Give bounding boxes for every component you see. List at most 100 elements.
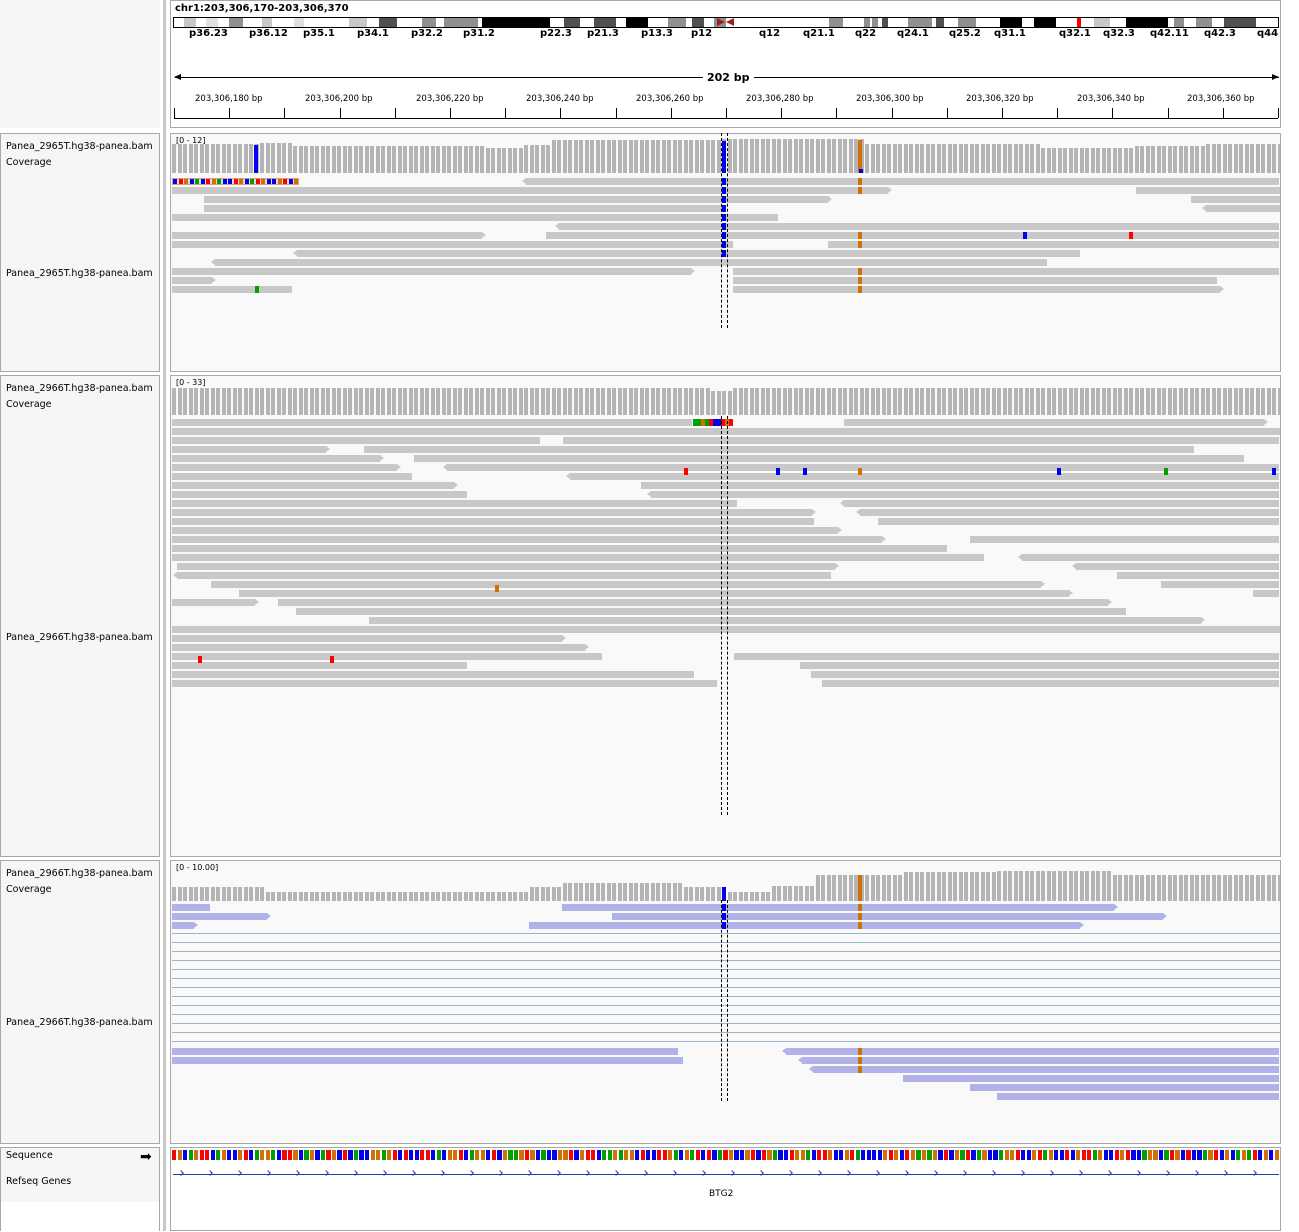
aligned-read[interactable] — [1018, 554, 1279, 561]
aligned-read[interactable] — [211, 259, 1047, 266]
aligned-read[interactable] — [172, 913, 271, 920]
aligned-read[interactable] — [364, 446, 1194, 453]
aligned-read[interactable] — [1253, 590, 1279, 597]
aligned-read[interactable] — [172, 922, 198, 929]
aligned-read[interactable] — [177, 563, 839, 570]
aligned-read[interactable] — [727, 232, 1279, 239]
coverage-track-label[interactable]: Panea_2966T.hg38-panea.bam Coverage — [6, 868, 153, 895]
read-mismatch[interactable] — [858, 277, 862, 284]
coverage-track[interactable] — [171, 871, 1280, 901]
aligned-read[interactable] — [204, 196, 832, 203]
aligned-read[interactable] — [970, 1084, 1279, 1091]
aligned-read[interactable] — [562, 904, 1118, 911]
aligned-read[interactable] — [647, 491, 1279, 498]
aligned-read[interactable] — [878, 518, 1279, 525]
aligned-read[interactable] — [296, 608, 1126, 615]
aligned-read[interactable] — [811, 671, 1279, 678]
paired-read-line[interactable] — [172, 978, 1280, 979]
read-mismatch[interactable] — [1164, 468, 1168, 475]
aligned-read[interactable] — [172, 482, 458, 489]
aligned-read[interactable] — [1117, 572, 1279, 579]
aligned-read[interactable] — [546, 232, 734, 239]
read-mismatch[interactable] — [722, 214, 726, 221]
paired-read-line[interactable] — [172, 987, 1280, 988]
read-mismatch[interactable] — [858, 1066, 862, 1073]
current-region-marker[interactable] — [1077, 18, 1081, 27]
read-mismatch[interactable] — [722, 913, 726, 920]
paired-read-line[interactable] — [172, 1005, 1280, 1006]
paired-read-line[interactable] — [172, 969, 1280, 970]
aligned-read[interactable] — [782, 1048, 1279, 1055]
track3-name-panel[interactable]: Panea_2966T.hg38-panea.bam Coverage Pane… — [0, 860, 160, 1144]
aligned-read[interactable] — [172, 473, 412, 480]
coverage-mismatch[interactable] — [858, 875, 862, 901]
aligned-read[interactable] — [172, 232, 486, 239]
aligned-read[interactable] — [172, 437, 540, 444]
aligned-read[interactable] — [172, 554, 984, 561]
read-mismatch[interactable] — [255, 286, 259, 293]
read-mismatch[interactable] — [858, 1048, 862, 1055]
track2-data-panel[interactable]: [0 - 33] — [170, 375, 1281, 857]
aligned-read[interactable] — [172, 491, 467, 498]
refseq-label[interactable]: Refseq Genes — [6, 1176, 72, 1187]
read-mismatch[interactable] — [1129, 232, 1133, 239]
track2-name-panel[interactable]: Panea_2966T.hg38-panea.bam Coverage Pane… — [0, 375, 160, 857]
coverage-track[interactable] — [171, 385, 1280, 415]
chromosome-ideogram[interactable] — [173, 17, 1279, 28]
aligned-read[interactable] — [522, 178, 1279, 185]
aligned-read[interactable] — [1202, 205, 1280, 212]
aligned-read[interactable] — [840, 500, 1279, 507]
aligned-read[interactable] — [733, 268, 1279, 275]
aligned-read[interactable] — [172, 464, 401, 471]
paired-read-line[interactable] — [172, 942, 1280, 943]
aligned-read[interactable] — [844, 419, 1268, 426]
aligned-read[interactable] — [172, 662, 467, 669]
aligned-read[interactable] — [1191, 196, 1280, 203]
read-mismatch[interactable] — [776, 468, 780, 475]
aligned-read[interactable] — [172, 599, 259, 606]
aligned-read[interactable] — [172, 1048, 678, 1055]
aligned-read[interactable] — [828, 241, 1279, 248]
track1-name-panel[interactable]: Panea_2965T.hg38-panea.bam Coverage Pane… — [0, 133, 160, 372]
read-mismatch[interactable] — [858, 232, 862, 239]
aligned-read[interactable] — [211, 581, 1045, 588]
read-mismatch[interactable] — [858, 922, 862, 929]
paired-read-line[interactable] — [172, 1041, 1280, 1042]
track3-data-panel[interactable]: [0 - 10.00] — [170, 860, 1281, 1144]
read-mismatch[interactable] — [722, 196, 726, 203]
aligned-read[interactable] — [822, 680, 1279, 687]
feature-name-panel[interactable]: Sequence ➡ Refseq Genes — [0, 1147, 160, 1232]
alignment-track-label[interactable]: Panea_2966T.hg38-panea.bam — [6, 632, 153, 643]
aligned-read[interactable] — [733, 286, 1224, 293]
aligned-read[interactable] — [293, 250, 1080, 257]
sequence-label[interactable]: Sequence — [6, 1150, 53, 1161]
aligned-read[interactable] — [369, 617, 1205, 624]
aligned-read[interactable] — [172, 635, 566, 642]
coverage-track[interactable] — [171, 139, 1280, 173]
strand-arrow-icon[interactable]: ➡ — [140, 1149, 152, 1165]
paired-read-line[interactable] — [172, 996, 1280, 997]
read-mismatch[interactable] — [684, 468, 688, 475]
aligned-read[interactable] — [172, 671, 694, 678]
coverage-mismatch[interactable] — [254, 145, 258, 173]
read-mismatch[interactable] — [858, 187, 862, 194]
aligned-read[interactable] — [555, 223, 1279, 230]
soft-clipped-read[interactable] — [172, 178, 299, 185]
gene-line[interactable] — [173, 1174, 1279, 1175]
read-mismatch[interactable] — [495, 585, 499, 592]
read-mismatch[interactable] — [858, 913, 862, 920]
aligned-read[interactable] — [903, 1075, 1279, 1082]
read-mismatch[interactable] — [722, 904, 726, 911]
read-mismatch[interactable] — [858, 904, 862, 911]
aligned-read[interactable] — [172, 187, 892, 194]
aligned-read[interactable] — [172, 545, 947, 552]
coverage-mismatch[interactable] — [859, 169, 863, 173]
read-mismatch[interactable] — [330, 656, 334, 663]
alignment-track-label[interactable]: Panea_2966T.hg38-panea.bam — [6, 1017, 153, 1028]
read-mismatch[interactable] — [722, 187, 726, 194]
aligned-read[interactable] — [172, 626, 1280, 633]
read-mismatch[interactable] — [1057, 468, 1061, 475]
read-mismatch[interactable] — [858, 241, 862, 248]
aligned-read[interactable] — [172, 509, 816, 516]
read-mismatch[interactable] — [722, 250, 726, 257]
